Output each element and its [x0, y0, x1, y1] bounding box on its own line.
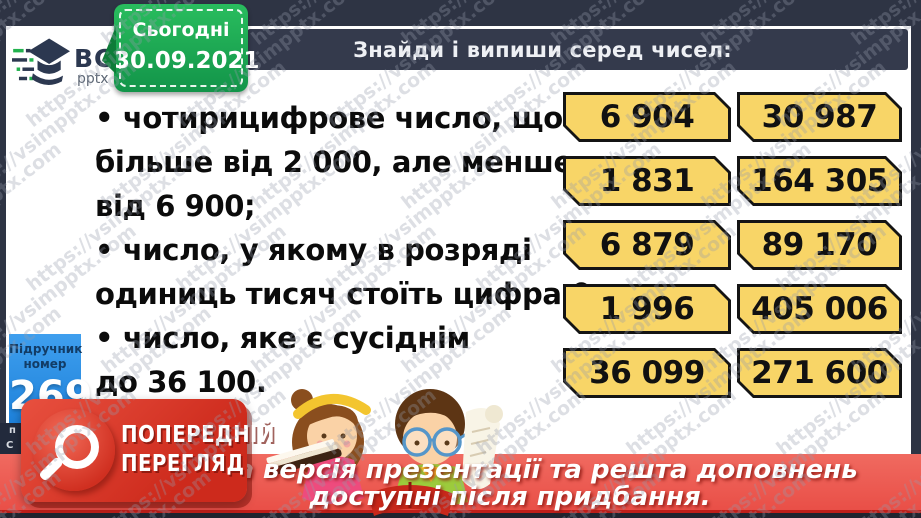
magnifier-handle	[38, 456, 64, 482]
obscured-text-fragment: С	[6, 440, 14, 451]
frame-right-strip	[911, 0, 921, 456]
task-line: • число, у якому в розряді	[95, 233, 532, 267]
graduation-cap-icon	[12, 36, 71, 96]
card-value: 405 006	[751, 291, 888, 327]
slide-title-bar: Знайди і випиши серед чисел:	[247, 29, 908, 70]
number-card: 89 170	[737, 220, 902, 270]
number-card: 36 099	[563, 348, 731, 398]
frame-left-strip	[0, 0, 6, 456]
card-value: 30 987	[761, 99, 878, 135]
textbook-label-2: номер	[23, 357, 67, 371]
slide-title: Знайди і випиши серед чисел:	[353, 37, 732, 62]
preview-label-2: ПЕРЕГЛЯД	[121, 451, 245, 477]
task-line: більше від 2 000, але менше	[95, 145, 573, 179]
task-line: від 6 900;	[95, 189, 256, 223]
card-value: 1 996	[599, 291, 695, 327]
task-text-block: • чотирицифрове число, що більше від 2 0…	[95, 96, 603, 404]
dashed-border	[119, 9, 243, 87]
preview-label-1: ПОПЕРЕДНІЙ	[121, 422, 275, 448]
footer-divider-line	[0, 510, 921, 513]
bottom-strip	[0, 513, 921, 518]
number-card: 30 987	[737, 92, 902, 142]
footer-message: Повна версія презентації та решта доповн…	[150, 457, 870, 511]
number-card: 6 879	[563, 220, 731, 270]
watermark-text: https://vsimpptx.com	[0, 138, 66, 296]
card-value: 6 904	[599, 99, 695, 135]
magnifier-icon	[55, 425, 99, 469]
card-value: 6 879	[599, 227, 695, 263]
number-card-grid: 6 904 30 987 1 831 164 305 6 879 89 170 …	[563, 92, 902, 398]
date-badge: Сьогодні 30.09.2021	[102, 4, 260, 92]
card-value: 89 170	[761, 227, 878, 263]
number-card: 405 006	[737, 284, 902, 334]
footer-line-1: Повна версія презентації та решта доповн…	[162, 455, 858, 485]
magnifier-circle	[33, 409, 115, 491]
preview-badge[interactable]: ПОПЕРЕДНІЙ ПЕРЕГЛЯД	[21, 399, 274, 502]
number-card: 1 831	[563, 156, 731, 206]
date-label: Сьогодні	[132, 19, 230, 41]
number-card: 6 904	[563, 92, 731, 142]
footer-line-2: доступні після придбання.	[309, 482, 711, 512]
children-illustration	[252, 382, 532, 518]
task-line: до 36 100.	[95, 365, 267, 399]
obscured-text-fragment: п	[9, 425, 16, 436]
number-card: 164 305	[737, 156, 902, 206]
number-card: 1 996	[563, 284, 731, 334]
card-value: 164 305	[751, 163, 888, 199]
card-value: 36 099	[589, 355, 705, 391]
card-value: 271 600	[751, 355, 888, 391]
card-value: 1 831	[599, 163, 695, 199]
task-line: • чотирицифрове число, що	[95, 101, 563, 135]
task-line: одиниць тисяч стоїть цифра 0;	[95, 277, 603, 311]
textbook-label-1: Підручник	[9, 342, 83, 356]
task-line: • число, яке є сусіднім	[95, 321, 470, 355]
logo-subtitle: pptx	[77, 71, 109, 87]
date-value: 30.09.2021	[114, 48, 260, 74]
number-card: 271 600	[737, 348, 902, 398]
